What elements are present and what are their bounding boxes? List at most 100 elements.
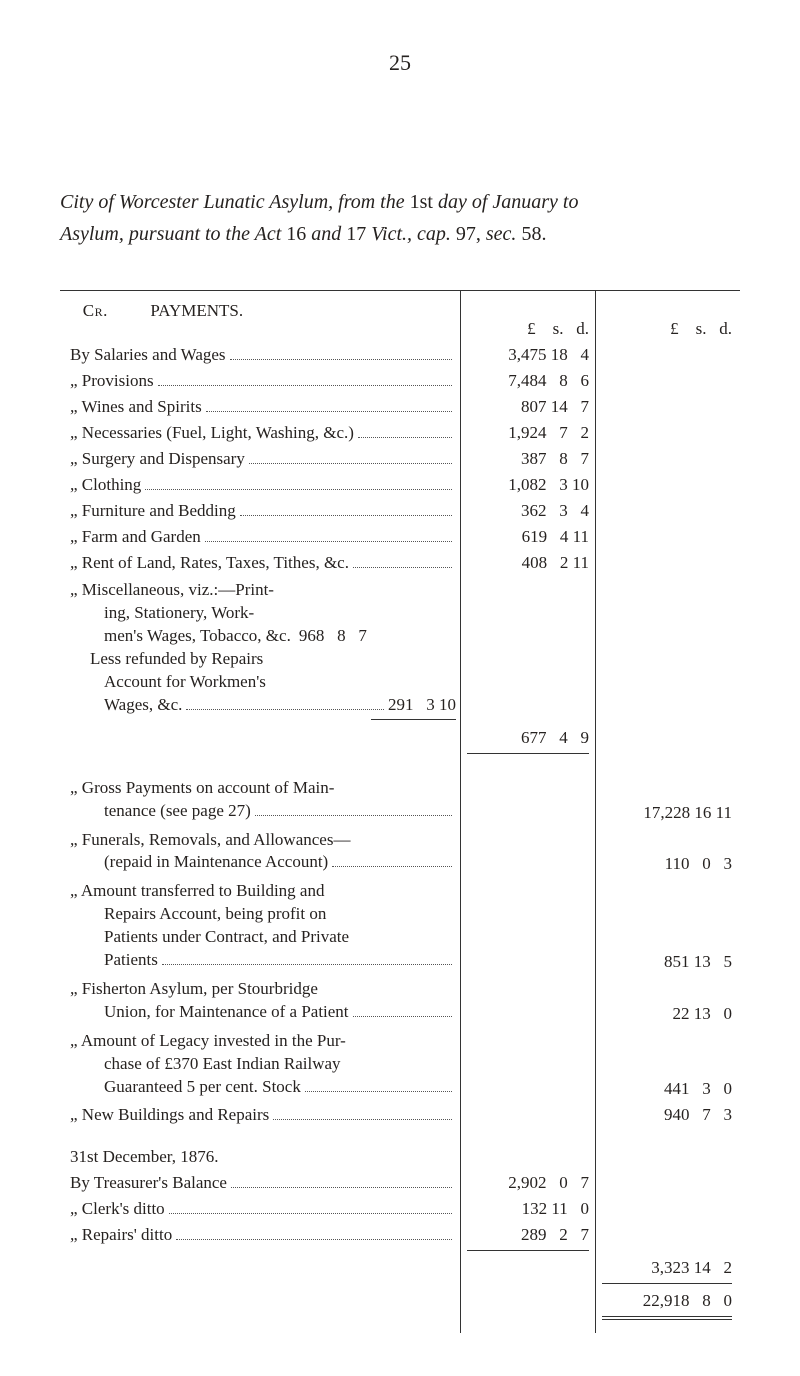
title-part: 58. xyxy=(521,223,546,245)
entry-label: „ Furniture and Bedding xyxy=(70,501,236,521)
document-title: City of Worcester Lunatic Asylum, from t… xyxy=(60,186,740,250)
repairs-mid: 289 2 7 xyxy=(460,1221,595,1247)
entry-right xyxy=(595,367,740,393)
misc-l3: men's Wages, Tobacco, &c. 968 8 7 xyxy=(70,625,456,648)
entry-right xyxy=(595,523,740,549)
ledger-entry-row: By Salaries and Wages 3,475 18 4 xyxy=(60,341,740,367)
misc-total-mid: 677 4 9 xyxy=(460,724,595,750)
left-col xyxy=(60,750,460,757)
entry-left: „ Funerals, Removals, and Allowances—(re… xyxy=(60,825,460,877)
ledger-entry-row: „ Fisherton Asylum, per StourbridgeUnion… xyxy=(60,974,740,1026)
mid-col xyxy=(460,757,595,773)
ledger-entry-row: „ Gross Payments on account of Main-tena… xyxy=(60,773,740,825)
short-rule xyxy=(371,719,456,720)
grand-total-right: 22,918 8 0 xyxy=(595,1287,740,1313)
leader-dots xyxy=(240,503,452,516)
ledger-entry-row: „ Clothing1,082 3 10 xyxy=(60,471,740,497)
clerk-label: „ Clerk's ditto xyxy=(70,1199,165,1219)
title-part: Asylum, pursuant to the Act xyxy=(60,223,286,245)
ledger-entry-row: „ Amount of Legacy invested in the Pur-c… xyxy=(60,1026,740,1101)
ledger-entry-row: „ Necessaries (Fuel, Light, Washing, &c.… xyxy=(60,419,740,445)
mid-col xyxy=(460,1254,595,1280)
rule xyxy=(467,753,589,754)
misc-less1: Less refunded by Repairs xyxy=(70,648,456,671)
entry-mid xyxy=(460,1101,595,1127)
mid-col xyxy=(460,1280,595,1287)
misc-less3: Wages, &c. 291 3 10 xyxy=(70,694,456,717)
right-col xyxy=(595,1195,740,1221)
ledger-entry-row: „ Farm and Garden619 4 11 xyxy=(60,523,740,549)
treasurer-mid: 2,902 0 7 xyxy=(460,1169,595,1195)
mid-col xyxy=(460,1313,595,1333)
leader-dots xyxy=(205,529,452,542)
leader-dots xyxy=(358,425,452,438)
entry-text: „ Amount transferred to Building and xyxy=(70,880,456,903)
rule xyxy=(467,1250,589,1251)
entry-mid xyxy=(460,825,595,877)
misc-l2: ing, Stationery, Work- xyxy=(70,602,456,625)
left-col xyxy=(60,724,460,750)
entry-mid: 3,475 18 4 xyxy=(460,341,595,367)
mid-col xyxy=(460,1127,595,1143)
entry-left: „ Fisherton Asylum, per StourbridgeUnion… xyxy=(60,974,460,1026)
leader-dots xyxy=(249,451,452,464)
leader-dots xyxy=(158,373,452,386)
entry-right: 851 13 5 xyxy=(595,876,740,974)
misc-l3-amount: 968 8 7 xyxy=(299,625,367,648)
repairs-label: „ Repairs' ditto xyxy=(70,1225,172,1245)
entry-cont: tenance (see page 27) xyxy=(70,800,456,823)
entry-label: „ Rent of Land, Rates, Taxes, Tithes, &c… xyxy=(70,553,349,573)
entry-label: „ New Buildings and Repairs xyxy=(70,1105,269,1125)
double-rule xyxy=(602,1316,732,1320)
left-col xyxy=(60,1254,460,1280)
ledger-header-mid: £ s. d. xyxy=(460,291,595,341)
entry-text: „ Gross Payments on account of Main- xyxy=(70,777,456,800)
title-part: 17 xyxy=(346,223,366,245)
entry-left: By Salaries and Wages xyxy=(60,341,460,367)
rule xyxy=(602,1283,732,1284)
entry-text: „ Fisherton Asylum, per Stourbridge xyxy=(70,978,456,1001)
entry-cont: Patients xyxy=(70,949,456,972)
title-part: 97, xyxy=(456,223,481,245)
ledger-entry-row: „ Amount transferred to Building andRepa… xyxy=(60,876,740,974)
entry-left: „ Clothing xyxy=(60,471,460,497)
entry-text: „ Funerals, Removals, and Allowances— xyxy=(70,829,456,852)
entry-mid xyxy=(460,1026,595,1101)
ledger-entry-row: „ Surgery and Dispensary 387 8 7 xyxy=(60,445,740,471)
entry-label: By Salaries and Wages xyxy=(70,345,226,365)
misc-less2: Account for Workmen's xyxy=(70,671,456,694)
leader-dots xyxy=(231,1175,452,1188)
entry-cont: chase of £370 East Indian Railway xyxy=(70,1053,456,1076)
leader-dots xyxy=(186,697,384,710)
mid-col xyxy=(460,1287,595,1313)
misc-l3-label: men's Wages, Tobacco, &c. xyxy=(104,625,291,648)
leader-dots xyxy=(332,855,452,868)
left-col xyxy=(60,1313,460,1333)
entry-left: „ Amount of Legacy invested in the Pur-c… xyxy=(60,1026,460,1101)
entry-label: „ Surgery and Dispensary xyxy=(70,449,245,469)
entry-left: „ Wines and Spirits xyxy=(60,393,460,419)
entry-left: „ Amount transferred to Building andRepa… xyxy=(60,876,460,974)
entry-left: „ Gross Payments on account of Main-tena… xyxy=(60,773,460,825)
entry-right xyxy=(595,393,740,419)
right-col xyxy=(595,1280,740,1287)
title-part: day of January to xyxy=(433,191,579,213)
leader-dots xyxy=(169,1201,452,1214)
misc-less3-amount: 291 3 10 xyxy=(388,694,456,717)
entry-right: 940 7 3 xyxy=(595,1101,740,1127)
entry-label: „ Farm and Garden xyxy=(70,527,201,547)
leader-dots xyxy=(145,477,452,490)
entry-cont: Patients under Contract, and Private xyxy=(70,926,456,949)
title-part: 1st xyxy=(410,191,433,213)
misc-line: „ Miscellaneous, viz.:—Print- ing, Stati… xyxy=(60,575,460,724)
entry-label: „ Clothing xyxy=(70,475,141,495)
left-col xyxy=(60,1247,460,1254)
ledger-table: Cr. PAYMENTS. £ s. d. £ s. d. By Salarie… xyxy=(60,290,740,1333)
entry-right: 17,228 16 11 xyxy=(595,773,740,825)
misc-intro: „ Miscellaneous, viz.:—Print- xyxy=(70,579,456,602)
entry-right: 441 3 0 xyxy=(595,1026,740,1101)
gap xyxy=(60,757,460,773)
mid-col xyxy=(460,750,595,757)
entry-mid: 387 8 7 xyxy=(460,445,595,471)
gap xyxy=(60,1127,460,1143)
